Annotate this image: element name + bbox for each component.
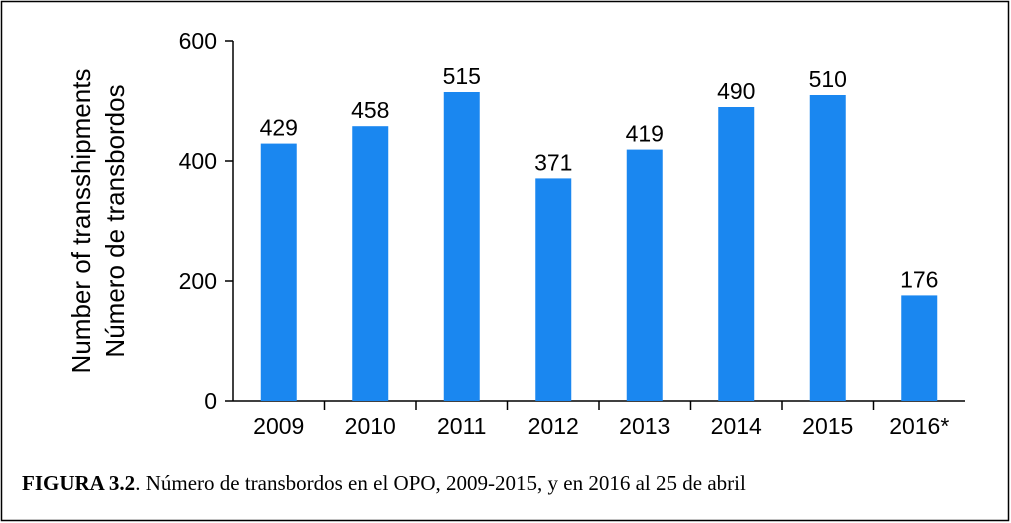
bar — [626, 149, 663, 401]
x-tick-label: 2011 — [437, 413, 486, 439]
data-label: 458 — [351, 97, 389, 123]
data-label: 176 — [900, 266, 938, 292]
y-tick-label: 400 — [179, 148, 217, 174]
y-tick-label: 600 — [179, 28, 217, 54]
x-tick-label: 2013 — [619, 413, 670, 439]
bar — [260, 143, 297, 401]
x-tick-label: 2009 — [253, 413, 304, 439]
x-tick-label: 2010 — [345, 413, 396, 439]
data-label: 510 — [809, 66, 847, 92]
bar — [901, 295, 938, 401]
data-label: 429 — [260, 115, 298, 141]
y-axis-title: Number of transshipments — [66, 69, 96, 374]
x-tick-label: 2012 — [528, 413, 579, 439]
bar — [718, 107, 755, 401]
caption: FIGURA 3.2. Número de transbordos en el … — [22, 471, 746, 495]
x-tick-label: 2016* — [889, 413, 949, 439]
bar — [809, 95, 846, 401]
data-label: 515 — [443, 63, 481, 89]
x-tick-label: 2014 — [711, 413, 762, 439]
y-tick-label: 0 — [204, 388, 217, 414]
y-axis-title: Número de transbordos — [100, 84, 130, 357]
x-tick-label: 2015 — [802, 413, 853, 439]
data-label: 490 — [717, 78, 755, 104]
bar — [443, 92, 480, 401]
data-label: 419 — [626, 121, 664, 147]
y-tick-label: 200 — [179, 268, 217, 294]
bar — [535, 178, 572, 401]
caption-label: FIGURA 3.2 — [22, 471, 135, 495]
bar — [352, 126, 389, 401]
caption-text: . Número de transbordos en el OPO, 2009-… — [135, 471, 746, 495]
data-label: 371 — [534, 149, 572, 175]
